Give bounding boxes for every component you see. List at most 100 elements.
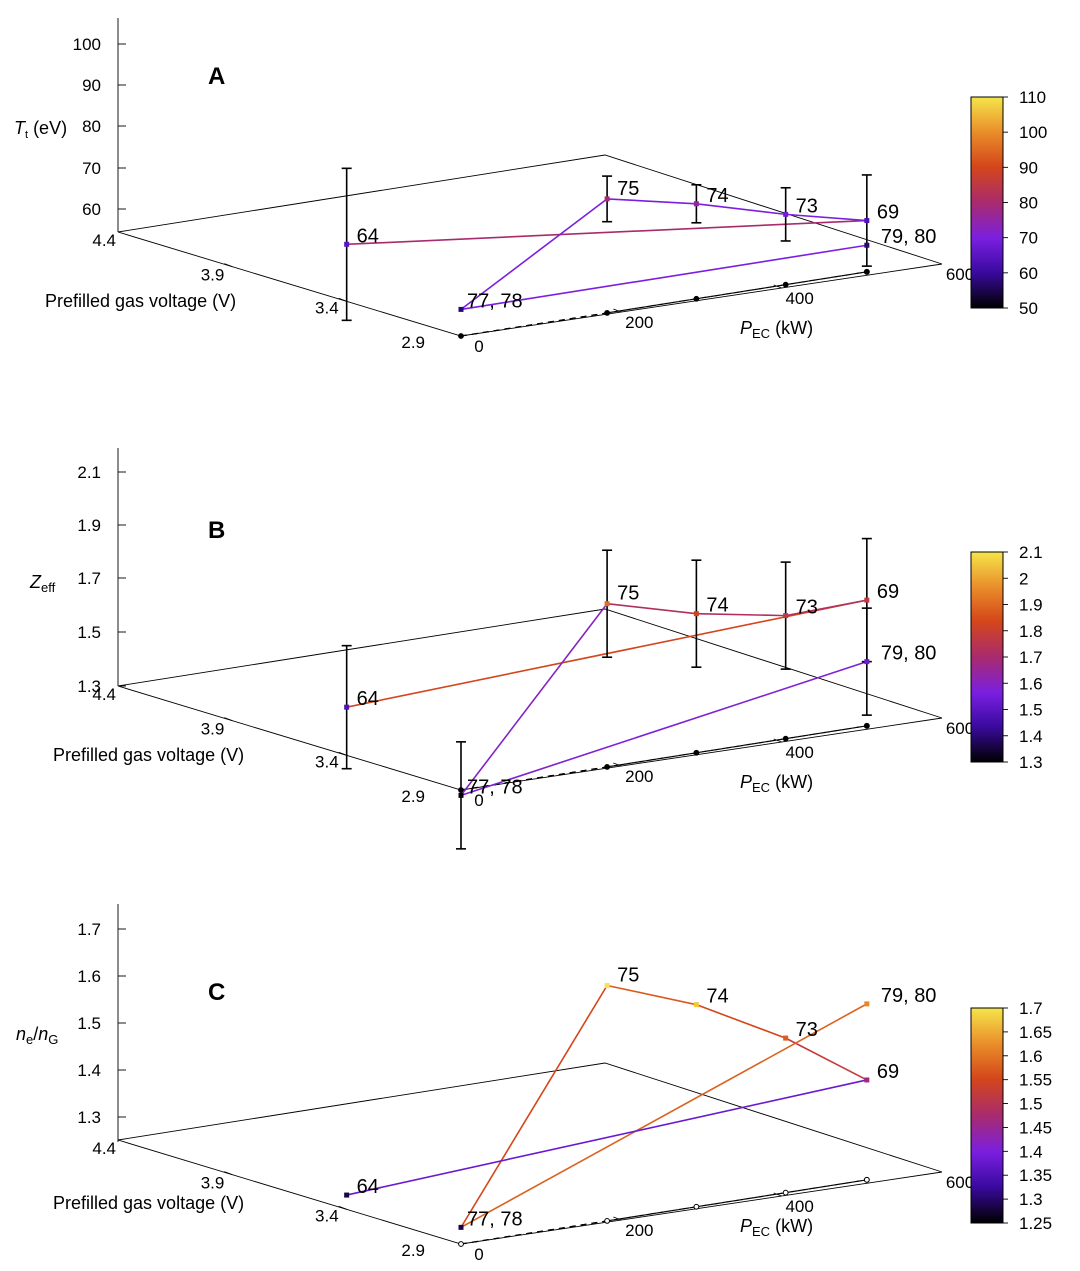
colorbar-tick-label: 1.7 xyxy=(1019,999,1043,1018)
point-label: 77, 78 xyxy=(467,290,523,312)
z-tick-label: 60 xyxy=(82,200,101,219)
data-point xyxy=(864,597,870,603)
colorbar xyxy=(970,96,1004,309)
x-tick-label: 400 xyxy=(785,1197,813,1216)
x-tick-mark xyxy=(613,762,622,767)
data-point xyxy=(783,211,789,217)
point-label: 73 xyxy=(796,597,818,619)
data-point xyxy=(864,1077,870,1083)
x-tick-label: 0 xyxy=(474,791,483,810)
series-line xyxy=(606,984,697,1006)
z-tick-label: 1.4 xyxy=(77,1061,101,1080)
floor-front-edges xyxy=(117,1139,943,1245)
y-tick-mark xyxy=(224,1171,233,1176)
point-label: 73 xyxy=(796,195,818,217)
floor-projection-point xyxy=(458,1241,464,1247)
x-tick-label: 600 xyxy=(946,265,974,284)
point-label: 69 xyxy=(877,581,899,603)
data-point xyxy=(344,704,350,710)
y-tick-label: 4.4 xyxy=(92,1139,116,1158)
colorbar-tick-label: 1.3 xyxy=(1019,1190,1043,1209)
series-line xyxy=(346,219,867,246)
z-tick-label: 80 xyxy=(82,117,101,136)
panel-letter: B xyxy=(208,517,225,544)
z-tick-label: 1.3 xyxy=(77,677,101,696)
x-axis-label: PEC (kW) xyxy=(740,772,813,795)
point-label: 74 xyxy=(706,986,728,1008)
z-tick-label: 1.5 xyxy=(77,623,101,642)
y-tick-label: 4.4 xyxy=(92,685,116,704)
colorbar-tick-label: 70 xyxy=(1019,229,1038,248)
colorbar-tick-label: 2 xyxy=(1019,569,1028,588)
point-label: 69 xyxy=(877,1061,899,1083)
point-label: 75 xyxy=(617,178,639,200)
floor-back-edges xyxy=(117,608,943,719)
floor-projection-point xyxy=(782,735,789,742)
floor-projection-point xyxy=(863,268,870,275)
floor-projection-line xyxy=(460,1179,867,1245)
x-tick-mark xyxy=(613,308,622,313)
series-line xyxy=(460,198,608,311)
y-tick-label: 2.9 xyxy=(401,787,425,806)
data-point xyxy=(693,201,699,207)
z-tick-label: 1.7 xyxy=(77,569,101,588)
floor-projection-point xyxy=(782,1189,789,1196)
colorbar-tick-label: 90 xyxy=(1019,158,1038,177)
colorbar-tick-label: 1.5 xyxy=(1019,701,1043,720)
z-tick-label: 70 xyxy=(82,159,101,178)
z-axis-label: ne/nG xyxy=(16,1024,58,1047)
y-tick-mark xyxy=(338,297,347,302)
colorbar-tick-label: 1.45 xyxy=(1019,1118,1052,1137)
floor-projection-line xyxy=(460,271,867,337)
series-line xyxy=(607,198,697,205)
panel-letter: A xyxy=(208,63,225,90)
floor-projection-point xyxy=(863,722,870,729)
colorbar-tick-label: 1.7 xyxy=(1019,648,1043,667)
x-tick-label: 0 xyxy=(474,337,483,356)
y-tick-label: 3.4 xyxy=(315,298,339,317)
colorbar-tick-label: 60 xyxy=(1019,264,1038,283)
y-tick-label: 3.9 xyxy=(201,266,225,285)
floor-projection-point xyxy=(693,749,700,756)
y-tick-label: 3.9 xyxy=(201,1174,225,1193)
x-tick-label: 200 xyxy=(625,313,653,332)
data-point xyxy=(693,1002,699,1008)
y-axis-label: Prefilled gas voltage (V) xyxy=(45,291,236,311)
point-label: 64 xyxy=(357,1176,379,1198)
floor-projection-line xyxy=(460,725,867,791)
data-point xyxy=(693,611,699,617)
y-tick-label: 4.4 xyxy=(92,231,116,250)
data-point xyxy=(783,613,789,619)
point-label: 77, 78 xyxy=(467,776,523,798)
data-point xyxy=(864,1001,870,1007)
y-tick-mark xyxy=(224,717,233,722)
data-point xyxy=(604,983,610,988)
x-tick-label: 400 xyxy=(785,743,813,762)
y-tick-label: 2.9 xyxy=(401,333,425,352)
floor-projection-point xyxy=(782,281,789,288)
point-label: 74 xyxy=(706,185,728,207)
floor-projection-point xyxy=(604,1218,610,1224)
colorbar-tick-label: 1.8 xyxy=(1019,622,1043,641)
colorbar xyxy=(970,551,1004,763)
y-tick-label: 3.9 xyxy=(201,720,225,739)
series-line xyxy=(696,1003,786,1039)
floor-front-edges xyxy=(117,231,943,337)
panel-C: 1.3 1.4 1.5 1.6 1.7 4.4 3.9 3.4 2.9 0 200 400 600 ne/… xyxy=(16,904,1052,1264)
floor-projection-point xyxy=(863,1176,870,1183)
z-tick-label: 1.6 xyxy=(77,967,101,986)
floor-projection-point xyxy=(693,1203,700,1210)
panel-B: 1.3 1.5 1.7 1.9 2.1 4.4 3.9 3.4 2.9 0 200 400 600 Zef… xyxy=(29,448,1043,850)
z-tick-label: 100 xyxy=(73,35,101,54)
series-line xyxy=(785,1037,868,1081)
series-line xyxy=(785,213,867,222)
point-label: 77, 78 xyxy=(467,1208,523,1230)
panel-A: 60 70 80 90 100 4.4 3.9 3.4 2.9 0 200 400 600 Tt (eV)… xyxy=(14,18,1047,356)
x-tick-label: 600 xyxy=(946,719,974,738)
point-label: 75 xyxy=(617,965,639,987)
colorbar-tick-label: 2.1 xyxy=(1019,543,1043,562)
series-line xyxy=(460,603,608,796)
point-label: 64 xyxy=(357,225,379,247)
series-line xyxy=(785,599,867,617)
z-tick-label: 1.9 xyxy=(77,516,101,535)
